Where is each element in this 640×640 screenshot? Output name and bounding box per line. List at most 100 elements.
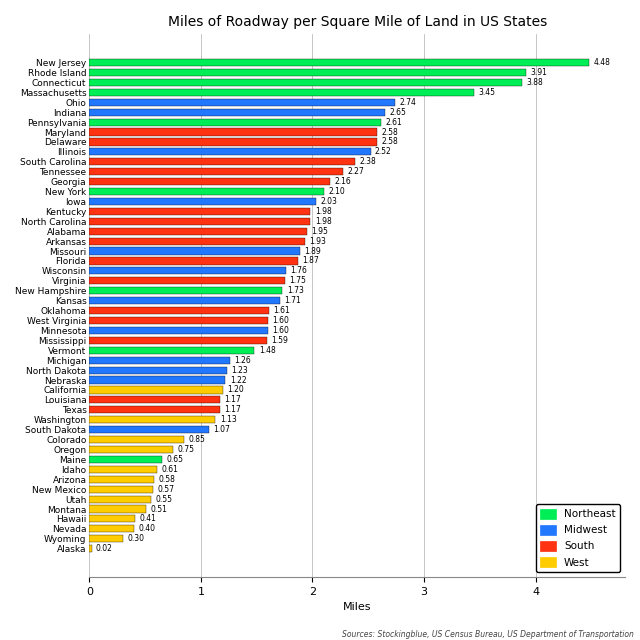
Text: 1.98: 1.98 <box>315 217 332 226</box>
Text: 1.20: 1.20 <box>228 385 244 394</box>
Bar <box>89 118 381 125</box>
Text: 2.58: 2.58 <box>381 138 399 147</box>
Bar <box>89 69 525 76</box>
Bar <box>89 268 285 275</box>
Bar <box>89 287 282 294</box>
Bar <box>89 228 307 235</box>
Bar <box>89 436 184 443</box>
Bar <box>89 387 223 394</box>
Text: 1.22: 1.22 <box>230 376 246 385</box>
Text: 1.13: 1.13 <box>220 415 237 424</box>
Bar <box>89 109 385 116</box>
Bar <box>89 515 135 522</box>
Legend: Northeast, Midwest, South, West: Northeast, Midwest, South, West <box>536 504 620 572</box>
Bar <box>89 89 474 96</box>
Text: 0.61: 0.61 <box>162 465 179 474</box>
Text: 2.65: 2.65 <box>390 108 406 116</box>
Text: 3.45: 3.45 <box>479 88 496 97</box>
Text: 1.61: 1.61 <box>273 306 290 315</box>
Text: 2.10: 2.10 <box>328 187 345 196</box>
Bar <box>89 535 123 542</box>
Text: 3.88: 3.88 <box>527 78 543 87</box>
Text: 0.75: 0.75 <box>177 445 195 454</box>
Text: 1.71: 1.71 <box>285 296 301 305</box>
Bar <box>89 347 255 354</box>
Bar <box>89 367 227 374</box>
Text: 1.26: 1.26 <box>234 356 251 365</box>
Text: 1.07: 1.07 <box>213 425 230 434</box>
Text: 1.60: 1.60 <box>272 326 289 335</box>
Text: 1.23: 1.23 <box>231 365 248 374</box>
Bar <box>89 307 269 314</box>
Bar <box>89 476 154 483</box>
Bar <box>89 317 268 324</box>
Text: 2.27: 2.27 <box>347 167 364 176</box>
Bar <box>89 376 225 383</box>
Bar <box>89 337 267 344</box>
Text: 0.58: 0.58 <box>159 475 175 484</box>
Text: 2.61: 2.61 <box>385 118 402 127</box>
Text: 1.89: 1.89 <box>305 246 321 255</box>
Bar <box>89 277 285 284</box>
Text: 1.93: 1.93 <box>309 237 326 246</box>
Text: 1.73: 1.73 <box>287 286 304 295</box>
Bar <box>89 158 355 165</box>
Text: 1.75: 1.75 <box>289 276 306 285</box>
Title: Miles of Roadway per Square Mile of Land in US States: Miles of Roadway per Square Mile of Land… <box>168 15 547 29</box>
Bar <box>89 396 220 403</box>
Text: 0.57: 0.57 <box>157 484 174 493</box>
Text: 2.03: 2.03 <box>320 197 337 206</box>
Text: 1.95: 1.95 <box>312 227 328 236</box>
Bar <box>89 466 157 473</box>
Text: 1.59: 1.59 <box>271 336 288 345</box>
Bar <box>89 446 173 453</box>
Bar <box>89 99 395 106</box>
Bar <box>89 327 268 334</box>
Text: 1.76: 1.76 <box>290 266 307 275</box>
Bar <box>89 138 377 145</box>
Text: 2.16: 2.16 <box>335 177 351 186</box>
Text: 0.51: 0.51 <box>150 504 168 513</box>
Bar <box>89 168 342 175</box>
Bar <box>89 257 298 264</box>
Bar <box>89 426 209 433</box>
Bar <box>89 218 310 225</box>
Bar <box>89 506 146 513</box>
Text: 0.85: 0.85 <box>189 435 205 444</box>
Bar <box>89 198 316 205</box>
Text: 1.48: 1.48 <box>259 346 276 355</box>
Text: 1.87: 1.87 <box>303 257 319 266</box>
Text: 3.91: 3.91 <box>530 68 547 77</box>
Text: 0.41: 0.41 <box>140 515 156 524</box>
Text: 1.17: 1.17 <box>225 396 241 404</box>
Text: 0.65: 0.65 <box>166 455 183 464</box>
Text: 0.40: 0.40 <box>138 524 156 533</box>
Bar <box>89 129 377 136</box>
X-axis label: Miles: Miles <box>343 602 371 612</box>
Bar <box>89 416 216 423</box>
Text: 0.02: 0.02 <box>96 544 113 553</box>
Text: Sources: Stockingblue, US Census Bureau, US Department of Transportation: Sources: Stockingblue, US Census Bureau,… <box>342 630 634 639</box>
Bar <box>89 148 371 156</box>
Text: 1.17: 1.17 <box>225 405 241 414</box>
Bar <box>89 456 162 463</box>
Bar <box>89 545 92 552</box>
Bar <box>89 248 300 255</box>
Bar <box>89 208 310 215</box>
Bar <box>89 486 153 493</box>
Text: 2.52: 2.52 <box>375 147 392 156</box>
Bar <box>89 237 305 244</box>
Text: 1.60: 1.60 <box>272 316 289 325</box>
Bar <box>89 525 134 532</box>
Bar <box>89 356 230 364</box>
Bar <box>89 59 589 66</box>
Bar <box>89 79 522 86</box>
Text: 4.48: 4.48 <box>594 58 611 67</box>
Text: 2.74: 2.74 <box>399 98 417 107</box>
Bar <box>89 178 330 185</box>
Bar <box>89 495 150 502</box>
Bar <box>89 406 220 413</box>
Bar <box>89 188 324 195</box>
Text: 2.38: 2.38 <box>360 157 376 166</box>
Bar <box>89 297 280 304</box>
